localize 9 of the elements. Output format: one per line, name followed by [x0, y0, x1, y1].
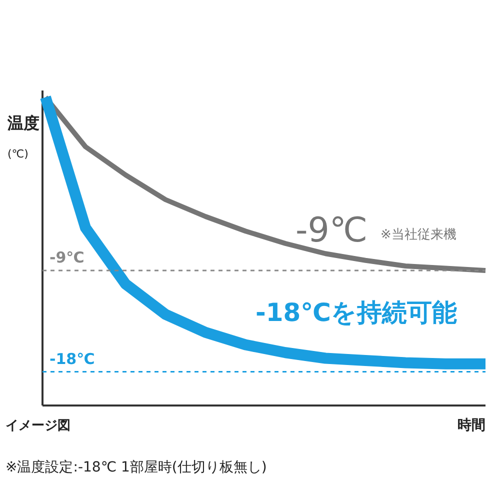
annotation: -9℃	[296, 210, 368, 250]
annotation: ※当社従来機	[380, 228, 456, 242]
y-axis-title: 温度 (℃)	[6, 114, 40, 160]
ref-line-label: -18℃	[50, 350, 95, 368]
text: イメージ図	[6, 418, 70, 434]
annotation: -18℃を持続可能	[256, 298, 457, 327]
text: ※温度設定:-18℃ 1部屋時(仕切り板無し)	[6, 460, 267, 476]
ref-line-label: -9℃	[50, 248, 84, 266]
x-axis-title: 時間	[458, 418, 486, 434]
